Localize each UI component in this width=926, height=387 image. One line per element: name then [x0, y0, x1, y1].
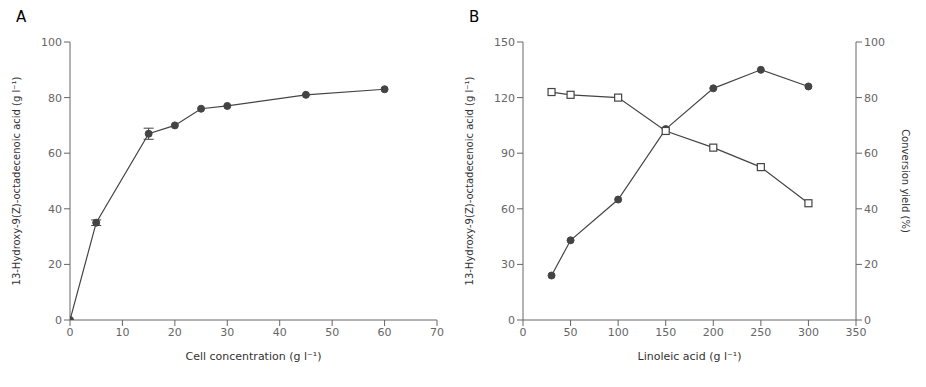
svg-text:10: 10 [115, 326, 129, 339]
svg-text:60: 60 [864, 147, 878, 160]
svg-text:Conversion yield (%): Conversion yield (%) [900, 129, 911, 233]
svg-text:50: 50 [564, 326, 578, 339]
svg-text:40: 40 [273, 326, 287, 339]
html-text:B: B [469, 8, 480, 26]
svg-text:120: 120 [494, 92, 515, 105]
svg-text:150: 150 [655, 326, 676, 339]
svg-text:250: 250 [750, 326, 771, 339]
html-text:A: A [16, 8, 27, 26]
svg-text:100: 100 [608, 326, 629, 339]
svg-text:200: 200 [703, 326, 724, 339]
svg-text:300: 300 [798, 326, 819, 339]
svg-text:0: 0 [864, 314, 871, 327]
svg-text:60: 60 [501, 203, 515, 216]
svg-text:20: 20 [168, 326, 182, 339]
svg-text:70: 70 [430, 326, 444, 339]
svg-text:90: 90 [501, 147, 515, 160]
svg-text:Linoleic acid (g l⁻¹): Linoleic acid (g l⁻¹) [638, 350, 742, 363]
svg-text:100: 100 [864, 36, 885, 49]
svg-text:Cell concentration (g l⁻¹): Cell concentration (g l⁻¹) [185, 350, 321, 363]
svg-text:30: 30 [220, 326, 234, 339]
svg-text:150: 150 [494, 36, 515, 49]
svg-text:0: 0 [508, 314, 515, 327]
svg-text:0: 0 [520, 326, 527, 339]
svg-text:0: 0 [55, 314, 62, 327]
svg-text:13-Hydroxy-9(Z)-octadecenoic a: 13-Hydroxy-9(Z)-octadecenoic acid (g l⁻¹… [11, 76, 22, 285]
svg-text:20: 20 [864, 258, 878, 271]
svg-text:350: 350 [846, 326, 867, 339]
svg-text:100: 100 [41, 36, 62, 49]
svg-text:40: 40 [864, 203, 878, 216]
svg-text:60: 60 [48, 147, 62, 160]
svg-text:80: 80 [864, 92, 878, 105]
svg-text:20: 20 [48, 258, 62, 271]
svg-text:80: 80 [48, 92, 62, 105]
svg-text:0: 0 [67, 326, 74, 339]
svg-text:30: 30 [501, 258, 515, 271]
svg-text:13-Hydroxy-9(Z)-octadecenoic a: 13-Hydroxy-9(Z)-octadecenoic acid (g l⁻¹… [464, 76, 475, 285]
svg-text:60: 60 [378, 326, 392, 339]
svg-text:40: 40 [48, 203, 62, 216]
svg-text:50: 50 [325, 326, 339, 339]
